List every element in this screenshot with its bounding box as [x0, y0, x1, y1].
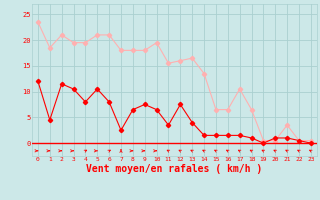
- X-axis label: Vent moyen/en rafales ( km/h ): Vent moyen/en rafales ( km/h ): [86, 164, 262, 174]
